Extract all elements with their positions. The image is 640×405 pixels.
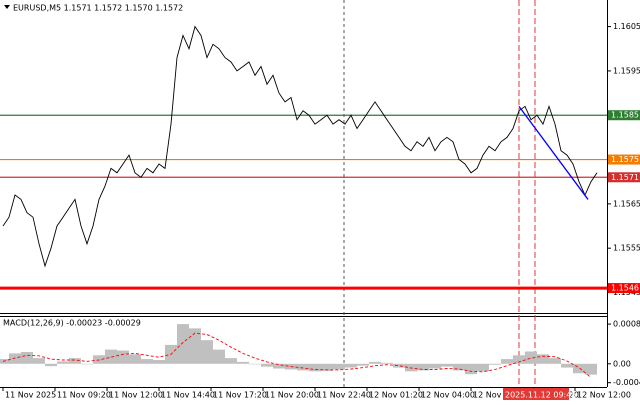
- macd-bar: [525, 351, 537, 364]
- x-tick-label: 12 Nov 06:40: [473, 391, 527, 400]
- macd-bar: [453, 363, 465, 371]
- level-label-box: [608, 154, 640, 165]
- macd-bar: [153, 360, 165, 364]
- macd-bar: [105, 349, 117, 364]
- macd-bar: [369, 361, 381, 364]
- macd-bar: [429, 363, 441, 369]
- x-tick-label: 12 Nov 01:20: [369, 391, 423, 400]
- macd-bar: [273, 363, 285, 369]
- macd-bar: [381, 362, 393, 364]
- cursor-time: 2025.11.12 09:45: [505, 391, 576, 400]
- macd-title: MACD(12,26,9) -0.00023 -0.00029: [3, 319, 141, 328]
- macd-bar: [501, 359, 513, 364]
- macd-bar: [129, 354, 141, 364]
- macd-bar: [201, 340, 213, 364]
- macd-bar: [117, 350, 129, 364]
- level-label: 1.1546: [611, 284, 639, 293]
- y-tick-label: 0.00: [613, 359, 631, 368]
- macd-bar: [57, 361, 69, 364]
- x-tick-label: 11 Nov 2025: [5, 391, 56, 400]
- macd-bar: [225, 358, 237, 364]
- cursor-time-box: [503, 388, 569, 400]
- macd-bar: [45, 363, 57, 367]
- macd-bar: [261, 363, 273, 367]
- macd-signal: [2, 332, 592, 378]
- level-label: 1.1575: [611, 155, 639, 164]
- x-tick-label: 11 Nov 12:00: [109, 391, 163, 400]
- x-tick-label: 11 Nov 09:20: [57, 391, 111, 400]
- macd-bar: [321, 363, 333, 371]
- y-tick-label: 1.1565: [613, 199, 640, 208]
- macd-bar: [297, 363, 309, 371]
- macd-bar: [477, 363, 489, 372]
- y-tick-label: -0.0004: [613, 378, 640, 387]
- macd-bar: [249, 363, 261, 365]
- macd-bar: [333, 363, 345, 370]
- macd-bar: [21, 351, 33, 364]
- y-tick-label: 1.1605: [613, 22, 640, 31]
- macd-bar: [177, 324, 189, 364]
- menu-triangle: [4, 5, 10, 9]
- macd-bar: [9, 353, 21, 364]
- level-label-box: [608, 283, 640, 294]
- macd-bar: [573, 363, 585, 374]
- macd-bar: [549, 358, 561, 364]
- x-tick-label: 11 Nov 17:20: [213, 391, 267, 400]
- macd-bar: [417, 363, 429, 371]
- macd-bar: [345, 363, 357, 368]
- price-line: [2, 25, 598, 268]
- macd-bar: [393, 363, 405, 368]
- macd-bar: [309, 363, 321, 372]
- y-tick-label: 1.1555: [613, 244, 640, 253]
- macd-bar: [93, 355, 105, 364]
- trendline: [518, 105, 589, 200]
- level-label-box: [608, 110, 640, 121]
- level-label-box: [608, 172, 640, 183]
- macd-bar: [237, 361, 249, 364]
- x-tick-label: 12 Nov 04:00: [421, 391, 475, 400]
- macd-bar: [489, 363, 501, 365]
- x-tick-label: 11 Nov 22:40: [317, 391, 371, 400]
- chart-title: EURUSD,M5 1.1571 1.1572 1.1570 1.1572: [13, 4, 183, 13]
- level-label: 1.1571: [611, 173, 639, 182]
- x-tick-label: 12 Nov 12:00: [577, 391, 631, 400]
- macd-bar: [357, 363, 369, 366]
- macd-bar: [189, 328, 201, 364]
- macd-bar: [465, 363, 477, 375]
- macd-bar: [141, 359, 153, 364]
- macd-bar: [69, 358, 81, 364]
- macd-bar: [33, 358, 45, 364]
- x-tick-label: 11 Nov 14:40: [161, 391, 215, 400]
- level-label: 1.1585: [611, 111, 639, 120]
- macd-bar: [537, 354, 549, 364]
- macd-bar: [561, 363, 573, 368]
- y-tick-label: 1.1595: [613, 66, 640, 75]
- macd-bar: [213, 349, 225, 364]
- y-tick-label: 0.00084: [613, 320, 640, 329]
- macd-bar: [81, 363, 93, 365]
- macd-bar: [585, 363, 597, 375]
- x-tick-label: 11 Nov 20:00: [265, 391, 319, 400]
- macd-bar: [513, 355, 525, 364]
- macd-bar: [441, 363, 453, 367]
